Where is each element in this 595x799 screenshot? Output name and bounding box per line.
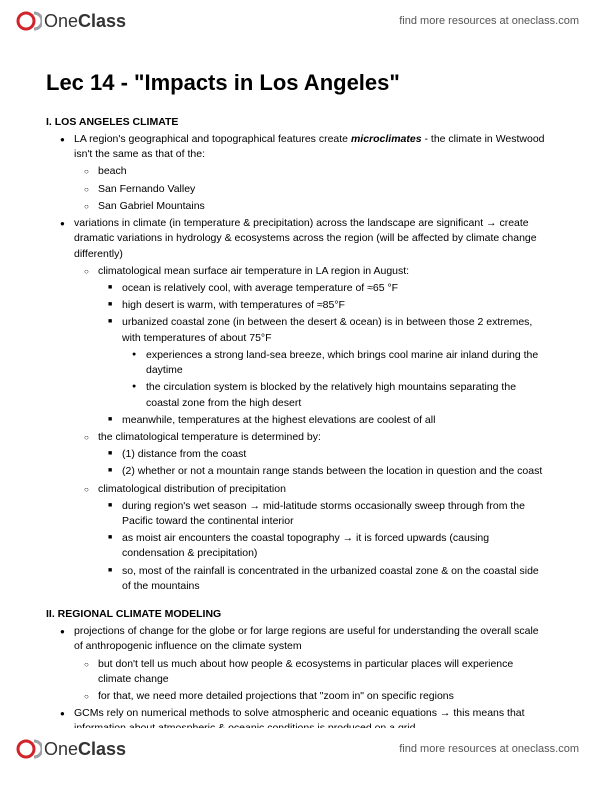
section-1-list: LA region's geographical and topographic…	[46, 132, 549, 594]
list-item: high desert is warm, with temperatures o…	[46, 298, 549, 313]
logo-icon	[16, 736, 42, 762]
list-item: (2) whether or not a mountain range stan…	[46, 464, 549, 479]
list-item: ocean is relatively cool, with average t…	[46, 281, 549, 296]
brand-logo[interactable]: OneClass	[16, 8, 126, 34]
list-item: variations in climate (in temperature & …	[46, 216, 549, 262]
header-resources-link[interactable]: find more resources at oneclass.com	[399, 15, 579, 27]
brand-text: OneClass	[44, 11, 126, 32]
list-item: LA region's geographical and topographic…	[46, 132, 549, 162]
logo-icon	[16, 8, 42, 34]
list-item: (1) distance from the coast	[46, 447, 549, 462]
list-item: urbanized coastal zone (in between the d…	[46, 315, 549, 345]
list-item: experiences a strong land-sea breeze, wh…	[46, 348, 549, 378]
section-2-heading: II. REGIONAL CLIMATE MODELING	[46, 608, 549, 620]
list-item: as moist air encounters the coastal topo…	[46, 531, 549, 561]
lecture-title: Lec 14 - "Impacts in Los Angeles"	[46, 70, 549, 96]
list-item: the climatological temperature is determ…	[46, 430, 549, 445]
list-item: but don't tell us much about how people …	[46, 657, 549, 687]
list-item: so, most of the rainfall is concentrated…	[46, 564, 549, 594]
list-item: climatological distribution of precipita…	[46, 482, 549, 497]
page-footer: OneClass find more resources at oneclass…	[0, 728, 595, 770]
list-item: projections of change for the globe or f…	[46, 624, 549, 654]
brand-text-footer: OneClass	[44, 739, 126, 760]
list-item: San Fernando Valley	[46, 182, 549, 197]
brand-logo-footer[interactable]: OneClass	[16, 736, 126, 762]
list-item: meanwhile, temperatures at the highest e…	[46, 413, 549, 428]
list-item: during region's wet season → mid-latitud…	[46, 499, 549, 529]
page-header: OneClass find more resources at oneclass…	[0, 0, 595, 42]
document-body: Lec 14 - "Impacts in Los Angeles" I. LOS…	[0, 42, 595, 799]
list-item: San Gabriel Mountains	[46, 199, 549, 214]
list-item: the circulation system is blocked by the…	[46, 380, 549, 410]
list-item: climatological mean surface air temperat…	[46, 264, 549, 279]
section-2-list: projections of change for the globe or f…	[46, 624, 549, 737]
section-1-heading: I. LOS ANGELES CLIMATE	[46, 116, 549, 128]
list-item: for that, we need more detailed projecti…	[46, 689, 549, 704]
footer-resources-link[interactable]: find more resources at oneclass.com	[399, 743, 579, 755]
list-item: beach	[46, 164, 549, 179]
